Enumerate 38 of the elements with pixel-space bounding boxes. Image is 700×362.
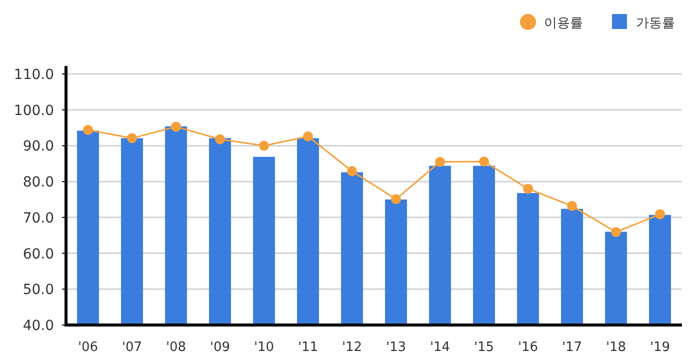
point xyxy=(171,122,181,132)
y-tick-label: 40.0 xyxy=(22,318,54,334)
x-tick-label: '15 xyxy=(474,340,494,355)
x-tick-label: '14 xyxy=(430,340,450,355)
x-tick-label: '19 xyxy=(650,340,670,355)
legend-label: 이용률 xyxy=(544,16,583,31)
point xyxy=(83,124,93,135)
point xyxy=(567,200,577,211)
x-tick-label: '08 xyxy=(166,340,186,355)
y-tick-label: 110.0 xyxy=(14,67,54,83)
point xyxy=(391,194,401,204)
point xyxy=(127,133,137,144)
point xyxy=(611,227,621,238)
x-tick-label: '10 xyxy=(254,340,274,355)
point xyxy=(347,166,357,176)
point xyxy=(479,156,489,166)
y-tick-label: 50.0 xyxy=(22,282,54,298)
y-tick-label: 70.0 xyxy=(22,210,54,226)
y-tick-label: 80.0 xyxy=(22,174,54,191)
point xyxy=(523,184,533,194)
x-tick-label: '16 xyxy=(518,340,538,355)
x-tick-label: '06 xyxy=(78,340,98,355)
x-tick-label: '12 xyxy=(342,340,362,355)
x-tick-label: '13 xyxy=(386,340,406,355)
y-tick-label: 100.0 xyxy=(14,102,54,119)
point xyxy=(259,140,269,151)
x-tick-label: '17 xyxy=(562,340,582,355)
x-tick-label: '09 xyxy=(210,340,230,355)
point xyxy=(215,134,225,144)
x-tick-label: '18 xyxy=(606,340,626,355)
point xyxy=(435,156,445,167)
x-tick-label: '07 xyxy=(122,340,142,355)
y-tick-label: 60.0 xyxy=(22,246,54,262)
y-tick-label: 90.0 xyxy=(22,138,54,155)
point xyxy=(655,209,665,220)
x-tick-label: '11 xyxy=(298,340,318,355)
point xyxy=(303,131,313,142)
legend-label: 가동률 xyxy=(636,16,675,31)
